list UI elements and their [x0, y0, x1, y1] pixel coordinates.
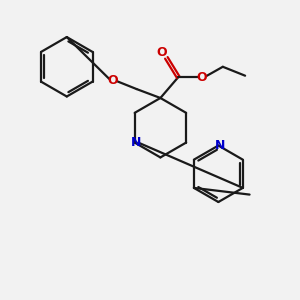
Text: N: N	[215, 139, 225, 152]
Text: O: O	[157, 46, 167, 59]
Text: O: O	[107, 74, 118, 87]
Text: O: O	[197, 71, 207, 84]
Text: N: N	[131, 136, 141, 149]
